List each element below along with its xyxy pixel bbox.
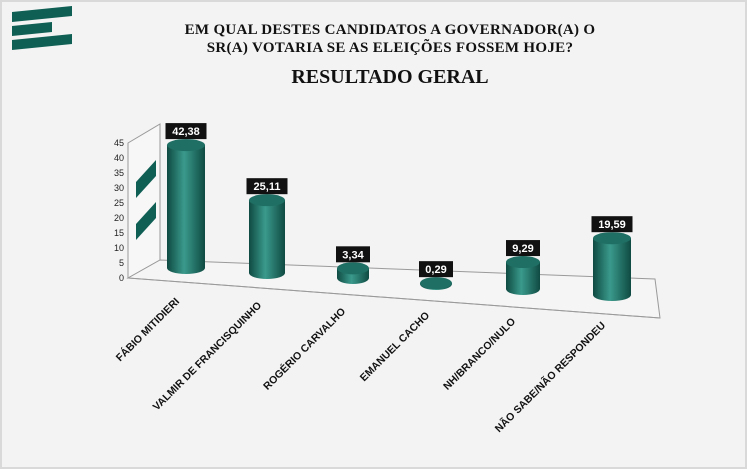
wall-logo-icon	[136, 160, 156, 198]
category-label: ROGÉRIO CARVALHO	[260, 305, 348, 393]
data-label: 19,59	[598, 219, 626, 231]
category-label: FÁBIO MITIDIERI	[113, 295, 182, 364]
data-label-box	[165, 123, 207, 140]
side-wall	[127, 123, 161, 279]
bar-top	[593, 232, 631, 245]
bar-top	[167, 139, 205, 152]
chart-title-line-2: SR(A) VOTARIA SE AS ELEIÇÕES FOSSEM HOJE…	[206, 40, 574, 56]
y-tick-label: 40	[114, 153, 124, 163]
y-tick-label: 15	[114, 228, 124, 238]
category-label: NH/BRANCO/NULO	[441, 316, 518, 393]
y-tick-label: 20	[114, 213, 124, 223]
bar	[249, 200, 285, 279]
y-tick-label: 25	[114, 198, 124, 208]
data-label: 3,34	[342, 249, 364, 261]
data-label: 9,29	[512, 243, 533, 255]
data-label: 0,29	[425, 264, 446, 276]
y-tick-label: 35	[114, 168, 124, 178]
bar-top	[249, 194, 285, 207]
y-tick-label: 5	[119, 258, 124, 268]
y-tick-label: 45	[114, 138, 124, 148]
y-tick-label: 10	[114, 243, 124, 253]
bar-top	[337, 262, 369, 275]
wall-logo-icon	[136, 202, 156, 240]
data-label-box	[246, 178, 288, 195]
y-tick-label: 30	[114, 183, 124, 193]
data-label: 25,11	[254, 181, 281, 193]
bar	[506, 262, 540, 295]
bar-top	[506, 256, 540, 269]
chart-subtitle: RESULTADO GERAL	[291, 66, 489, 88]
bar-top	[420, 277, 452, 290]
data-label-box	[591, 216, 633, 233]
floor-front-edge	[127, 277, 661, 319]
category-label: NÃO SABE/NÃO RESPONDEU	[492, 319, 608, 435]
chart-floor	[126, 259, 661, 319]
logo-icon	[12, 6, 72, 50]
data-label-box	[419, 261, 453, 278]
chart-title-line-1: EM QUAL DESTES CANDIDATOS A GOVERNADOR(A…	[184, 22, 596, 38]
bar	[593, 238, 631, 301]
y-tick-label: 0	[119, 273, 124, 283]
bar	[167, 145, 205, 274]
category-label: EMANUEL CACHO	[358, 310, 432, 384]
data-label: 42,38	[172, 126, 200, 138]
data-label-box	[506, 240, 540, 257]
data-label-box	[336, 246, 370, 263]
